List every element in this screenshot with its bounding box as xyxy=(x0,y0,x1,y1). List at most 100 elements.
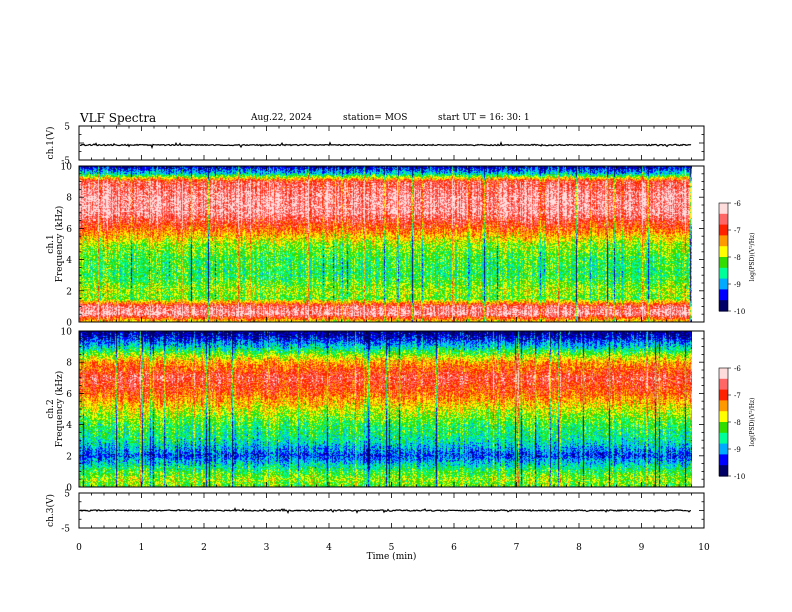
colorbar-tick-label: -10 xyxy=(734,308,745,316)
colorbar-segment xyxy=(719,273,728,276)
colorbar-segment xyxy=(719,459,728,463)
colorbar-segment xyxy=(719,373,728,376)
waveform-trace-ch3 xyxy=(79,507,691,514)
colorbar-segment xyxy=(719,228,728,231)
colorbar-segment xyxy=(719,212,728,215)
date-label: Aug.22, 2024 xyxy=(251,113,312,123)
colorbar-segment xyxy=(719,302,728,305)
colorbar-segment xyxy=(719,219,728,222)
colorbar-segment xyxy=(719,416,728,419)
colorbar-segment xyxy=(719,380,728,383)
x-tick-label: 2 xyxy=(201,543,207,553)
figure-title: VLF Spectra xyxy=(80,111,157,125)
colorbar-segment xyxy=(719,264,728,267)
colorbar-segment xyxy=(719,438,728,441)
colorbar-tick-label: -6 xyxy=(734,200,741,208)
colorbar-segment xyxy=(719,432,728,436)
colorbar-segment xyxy=(719,389,728,392)
ch1-spectrogram-ylabel-channel: ch.1 xyxy=(46,234,56,253)
x-tick-label: 7 xyxy=(514,543,520,553)
x-tick-label: 3 xyxy=(264,543,270,553)
colorbar-tick-label: -9 xyxy=(734,446,741,454)
colorbar-segment xyxy=(719,377,728,380)
colorbar-segment xyxy=(719,239,728,242)
colorbar-segment xyxy=(719,425,728,428)
colorbar-segment xyxy=(719,404,728,407)
colorbar-segment xyxy=(719,386,728,389)
x-tick-label: 4 xyxy=(326,543,332,553)
colorbar-segment xyxy=(719,262,728,265)
ch3-waveform-ylabel: ch.3(V) xyxy=(45,494,56,527)
colorbar-segment xyxy=(719,237,728,240)
colorbar-segment xyxy=(719,395,728,398)
colorbar-segment xyxy=(719,422,728,425)
colorbar-segment xyxy=(719,414,728,418)
colorbar-segment xyxy=(719,463,728,466)
colorbar-segment xyxy=(719,210,728,213)
colorbar-segment xyxy=(719,303,728,307)
colorbar-segment xyxy=(719,240,728,244)
ch1-spectrogram-ytick-label: 8 xyxy=(66,194,72,204)
colorbar-segment xyxy=(719,431,728,434)
colorbar-segment xyxy=(719,294,728,298)
colorbar-segment xyxy=(719,300,728,303)
ch2-spectrogram-ylabel-frequency: Frequency (kHz) xyxy=(54,371,65,448)
colorbar-segment xyxy=(719,203,728,206)
colorbar-segment xyxy=(719,458,728,461)
colorbar-segment xyxy=(719,284,728,287)
colorbar-tick-label: -10 xyxy=(734,473,745,481)
ch1-spectrogram-ytick-label: 2 xyxy=(66,287,72,297)
ch1-waveform-ylabel: ch.1(V) xyxy=(45,127,56,160)
colorbar-tick-label: -7 xyxy=(734,392,741,400)
colorbar-label-ch1: log(PSD)(V²/Hz) xyxy=(749,233,756,282)
start-time-label: start UT = 16: 30: 1 xyxy=(438,113,530,123)
colorbar-segment xyxy=(719,418,728,421)
colorbar-segment xyxy=(719,258,728,262)
colorbar-segment xyxy=(719,440,728,443)
colorbar-segment xyxy=(719,427,728,430)
colorbar-segment xyxy=(719,468,728,472)
spectrogram-ch1 xyxy=(79,166,692,322)
colorbar-segment xyxy=(719,257,728,260)
colorbar-segment xyxy=(719,307,728,310)
colorbar-segment xyxy=(719,282,728,285)
colorbar-segment xyxy=(719,244,728,247)
colorbar-segment xyxy=(719,411,728,414)
colorbar-segment xyxy=(719,233,728,236)
ch2-spectrogram-ytick-label: 2 xyxy=(66,452,72,462)
colorbar-tick-label: -6 xyxy=(734,365,741,373)
colorbar-segment xyxy=(719,447,728,450)
colorbar-segment xyxy=(719,242,728,245)
colorbar-segment xyxy=(719,309,728,312)
colorbar-segment xyxy=(719,434,728,437)
station-label: station= MOS xyxy=(343,113,408,123)
x-tick-label: 0 xyxy=(76,543,82,553)
colorbar-segment xyxy=(719,375,728,378)
colorbar-segment xyxy=(719,291,728,294)
colorbar-segment xyxy=(719,384,728,387)
ch2-spectrogram-ytick-label: 6 xyxy=(66,390,72,400)
colorbar-segment xyxy=(719,407,728,410)
ch2-spectrogram-ytick-label: 0 xyxy=(66,484,72,494)
colorbar-segment xyxy=(719,248,728,251)
colorbar-segment xyxy=(719,235,728,238)
ch1-waveform-ytick-label: -5 xyxy=(61,157,70,167)
figure-header: VLF Spectra Aug.22, 2024 station= MOS st… xyxy=(0,0,792,130)
colorbar-segment xyxy=(719,467,728,470)
colorbar-segment xyxy=(719,231,728,235)
colorbar-segment xyxy=(719,221,728,224)
colorbar-segment xyxy=(719,253,728,256)
colorbar-segment xyxy=(719,222,728,226)
colorbar-segment xyxy=(719,470,728,473)
colorbar-segment xyxy=(719,230,728,233)
colorbar-segment xyxy=(719,305,728,308)
colorbar-segment xyxy=(719,280,728,283)
colorbar-segment xyxy=(719,400,728,403)
colorbar-segment xyxy=(719,213,728,217)
colorbar-segment xyxy=(719,402,728,405)
colorbar-segment xyxy=(719,391,728,394)
waveform-layer xyxy=(79,140,692,514)
colorbar-segment xyxy=(719,255,728,258)
x-tick-label: 5 xyxy=(389,543,395,553)
